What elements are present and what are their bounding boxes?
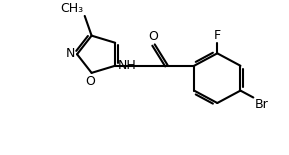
Text: O: O (149, 30, 158, 43)
Text: Br: Br (254, 98, 268, 111)
Text: F: F (214, 29, 221, 42)
Text: O: O (86, 75, 96, 88)
Text: CH₃: CH₃ (61, 2, 84, 15)
Text: NH: NH (118, 59, 137, 72)
Text: N: N (66, 47, 75, 60)
